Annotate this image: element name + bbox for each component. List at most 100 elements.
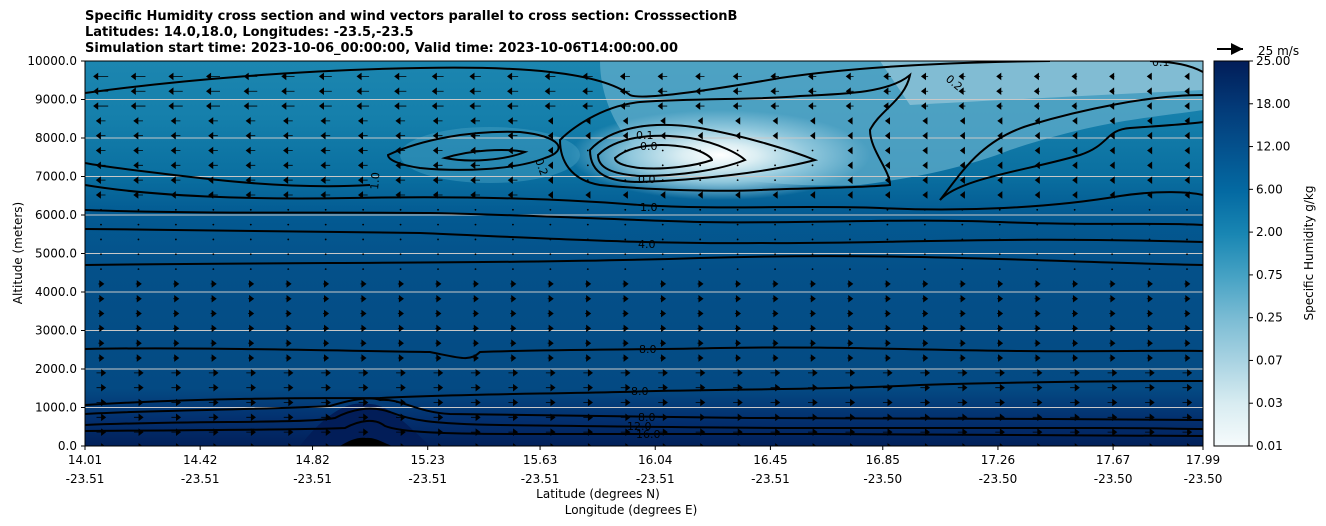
wind-vector [137, 253, 140, 256]
wind-vector [245, 161, 256, 170]
wind-vector [399, 208, 402, 211]
wind-vector [245, 176, 256, 184]
wind-vector [432, 161, 443, 170]
wind-vector [549, 238, 552, 241]
wind-vector [133, 117, 143, 125]
wind-vector [586, 253, 589, 256]
wind-vector [811, 149, 814, 152]
x-tick-label-latitude: 16.85 [866, 453, 900, 467]
wind-vector [507, 87, 519, 96]
wind-vector [811, 164, 814, 167]
wind-vector [884, 354, 891, 362]
wind-vector [173, 324, 180, 333]
contour-0.0-inner [613, 144, 714, 170]
colorbar-tick-label: 0.25 [1256, 311, 1283, 325]
wind-vector [695, 102, 705, 110]
wind-vector [249, 208, 252, 211]
wind-vector [472, 339, 479, 348]
wind-vector [206, 87, 221, 96]
wind-vector [923, 223, 926, 226]
wind-vector [470, 146, 480, 155]
wind-vector [883, 102, 891, 110]
wind-vector [624, 253, 627, 256]
wind-vector [695, 369, 706, 377]
contour-label: 16.0 [636, 428, 661, 441]
contour-label: 1.0 [640, 201, 658, 214]
wind-vector [998, 253, 1001, 256]
wind-vector [1182, 383, 1193, 392]
wind-vector [474, 238, 477, 241]
wind-vector [995, 383, 1005, 392]
wind-vector [130, 102, 146, 110]
wind-vector [998, 208, 1001, 211]
wind-vector [660, 191, 666, 199]
wind-vector [1186, 238, 1188, 241]
wind-vector [884, 309, 891, 318]
wind-vector [586, 179, 589, 182]
wind-vector [173, 309, 180, 318]
wind-vector [1036, 223, 1039, 226]
wind-vector [507, 191, 518, 199]
wind-vector [1109, 87, 1115, 96]
wind-vector [356, 72, 370, 81]
wind-vector [433, 398, 444, 407]
wind-vector [435, 309, 442, 318]
wind-vector [210, 309, 217, 318]
x-tick-label-longitude: -23.51 [521, 472, 560, 486]
wind-vector [845, 413, 856, 422]
wind-vector [472, 294, 479, 303]
wind-vector [1037, 443, 1042, 446]
wind-vector [886, 253, 889, 256]
wind-vector [137, 268, 140, 270]
wind-vector [587, 443, 592, 446]
wind-vector [619, 102, 630, 110]
wind-vector [620, 369, 631, 377]
x-tick-label-longitude: -23.51 [636, 472, 675, 486]
contour-1.0-mid [85, 184, 1203, 211]
wind-vector [884, 191, 891, 199]
wind-vector [808, 72, 817, 81]
wind-vector [1148, 238, 1151, 241]
wind-vector [736, 223, 739, 226]
wind-vector [1184, 161, 1190, 170]
wind-vector [622, 294, 629, 303]
wind-vector [883, 87, 891, 96]
wind-vector [957, 428, 968, 436]
colorbar-ticks: 0.01 0.03 0.07 0.25 0.75 2.00 6.00 12.00 18.00 25… [1249, 54, 1290, 453]
wind-vector [998, 223, 1001, 226]
wind-vector [245, 131, 256, 140]
wind-vector [1146, 324, 1153, 333]
contour-1.0-lower [85, 209, 1203, 226]
wind-vector [547, 191, 553, 199]
wind-vector [585, 280, 592, 288]
wind-vector [133, 369, 144, 377]
y-tick-label: 7000.0 [35, 170, 77, 184]
wind-vector [395, 146, 406, 155]
wind-vector [213, 443, 218, 446]
wind-vector [208, 383, 219, 392]
wind-vector [845, 398, 856, 407]
wind-vector [432, 191, 443, 199]
wind-vector [283, 176, 293, 184]
wind-vector [283, 131, 293, 140]
wind-vector [660, 354, 667, 362]
wind-vector [173, 354, 180, 362]
wind-vector [1033, 87, 1040, 96]
wind-vector [586, 268, 589, 270]
wind-vector [396, 383, 406, 392]
wind-vector [585, 191, 591, 199]
wind-vector [922, 339, 929, 348]
wind-vector [923, 268, 926, 270]
wind-vector [1148, 268, 1151, 270]
wind-vector [1145, 369, 1155, 377]
wind-vector [324, 223, 327, 226]
wind-vector [212, 208, 215, 211]
wind-vector [93, 87, 109, 96]
x-tick-label-latitude: 15.23 [411, 453, 445, 467]
wind-vector [1147, 176, 1153, 184]
wind-vector [582, 102, 593, 110]
wind-vector [1073, 223, 1076, 226]
wind-vector [397, 354, 404, 362]
wind-vector [1184, 339, 1191, 348]
